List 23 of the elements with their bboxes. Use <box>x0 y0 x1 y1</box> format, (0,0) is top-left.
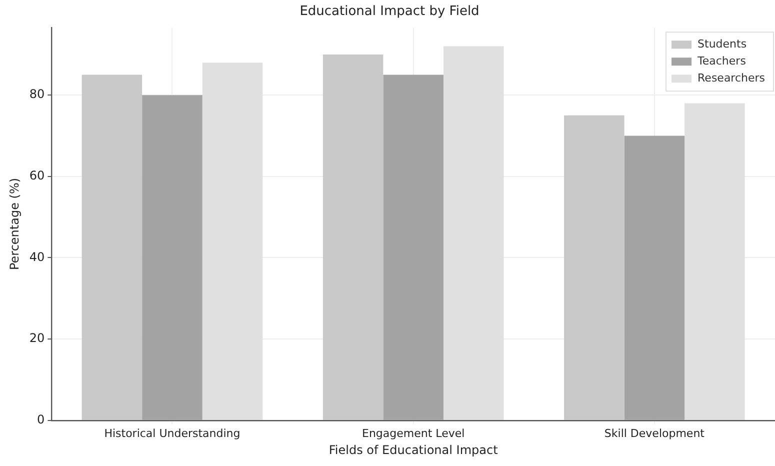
bar <box>322 54 384 420</box>
y-tick-label: 60 <box>29 168 45 183</box>
y-tick-label: 20 <box>29 331 45 346</box>
legend-label: Researchers <box>698 71 766 84</box>
y-tick-label: 40 <box>29 250 45 264</box>
x-axis-title: Fields of Educational Impact <box>328 442 498 457</box>
bar <box>142 95 202 420</box>
y-tick-label: 0 <box>37 412 45 427</box>
x-tick-label: Historical Understanding <box>104 426 240 440</box>
legend-label: Teachers <box>696 54 746 68</box>
chart-title: Educational Impact by Field <box>300 4 480 20</box>
legend-label: Students <box>698 37 747 50</box>
bar <box>564 115 624 420</box>
bar <box>624 136 685 420</box>
bar <box>443 46 504 420</box>
bar <box>82 74 142 420</box>
bar <box>684 103 745 420</box>
y-tick-label: 80 <box>29 87 45 102</box>
x-tick-label: Engagement Level <box>362 426 465 440</box>
y-axis-title: Percentage (%) <box>7 178 22 270</box>
bar <box>383 74 444 420</box>
bar <box>202 62 263 420</box>
x-tick-label: Skill Development <box>604 426 706 440</box>
